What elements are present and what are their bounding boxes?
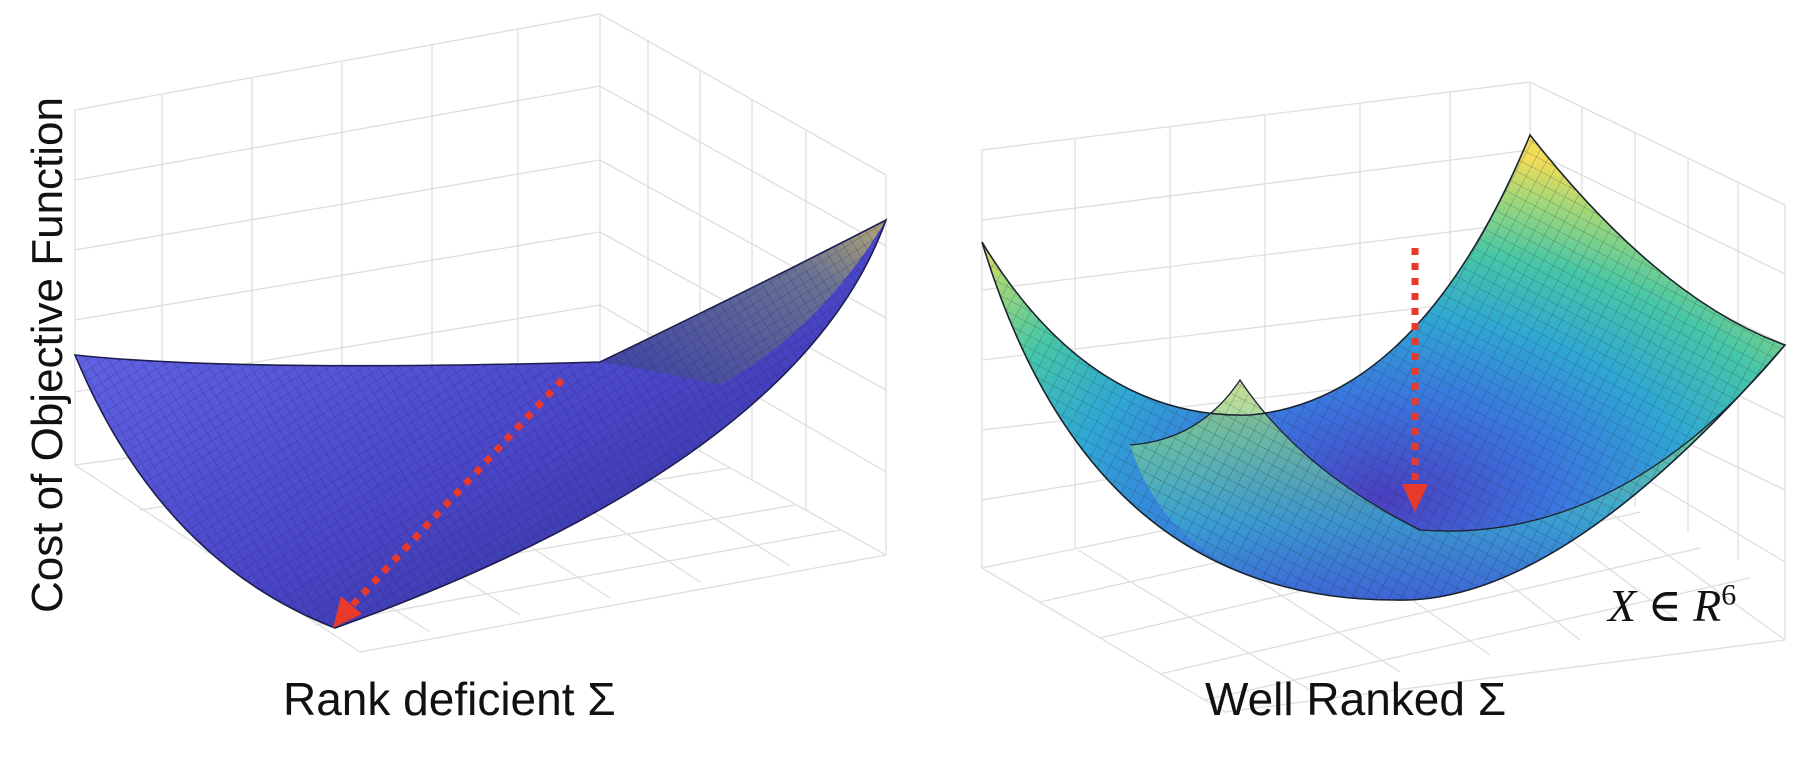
annotation-space: R <box>1693 580 1722 631</box>
y-axis-label: Cost of Objective Function <box>23 97 72 614</box>
right-surface <box>981 133 1787 601</box>
annotation-exponent: 6 <box>1721 578 1737 612</box>
right-panel-caption: Well Ranked Σ <box>1205 673 1507 725</box>
annotation-symbol: ∈ <box>1647 580 1682 631</box>
right-descent-arrow <box>1402 248 1428 512</box>
annotation-variable: X <box>1608 580 1637 631</box>
left-panel-caption: Rank deficient Σ <box>283 673 616 725</box>
domain-annotation: X ∈ R6 <box>1608 578 1736 632</box>
left-descent-arrow <box>333 377 565 628</box>
